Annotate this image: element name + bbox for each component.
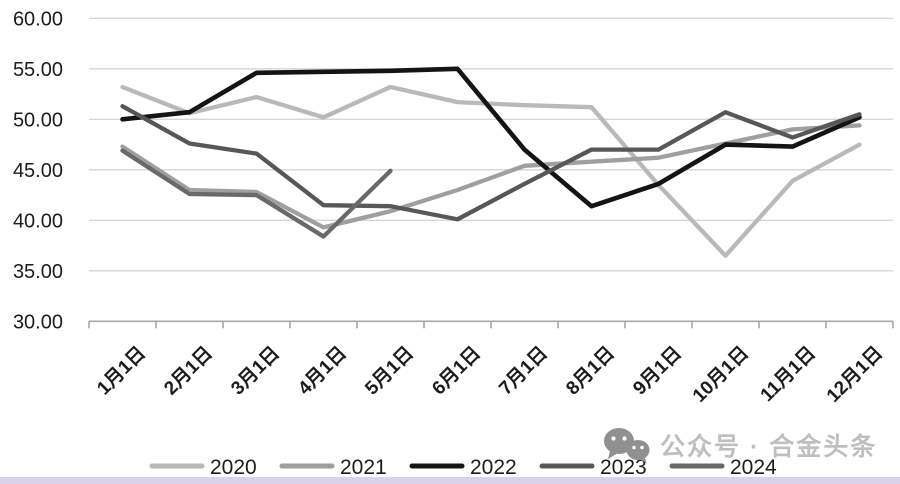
x-axis-tick-label: 9月1日 <box>629 343 686 400</box>
y-axis-tick-label: 45.00 <box>13 160 63 182</box>
x-axis-tick-label: 11月1日 <box>757 343 820 406</box>
series-line-2022 <box>120 66 862 209</box>
x-axis-tick-label: 8月1日 <box>562 343 619 400</box>
bottom-accent-bar <box>0 477 900 484</box>
x-axis-tick-label: 12月1日 <box>823 343 887 407</box>
x-axis-tick-label: 5月1日 <box>361 343 418 400</box>
x-axis-tick-label: 2月1日 <box>160 343 217 400</box>
legend-label-2020: 2020 <box>210 456 257 479</box>
x-axis-tick-label: 4月1日 <box>294 343 351 400</box>
x-axis-tick-label: 7月1日 <box>495 343 552 400</box>
legend-label-2021: 2021 <box>340 456 387 479</box>
y-axis-tick-label: 55.00 <box>13 59 63 81</box>
y-axis-tick-label: 35.00 <box>13 261 63 283</box>
y-axis-tick-label: 50.00 <box>13 109 63 131</box>
series-line-2021 <box>120 123 862 230</box>
legend-label-2023: 2023 <box>600 456 647 479</box>
x-axis-tick-label: 1月1日 <box>93 343 150 400</box>
series-line-2024 <box>120 148 393 239</box>
x-axis-tick-label: 6月1日 <box>428 343 485 400</box>
x-axis-tick-label: 3月1日 <box>227 343 284 400</box>
series-line-2023 <box>120 104 862 222</box>
y-axis-tick-label: 30.00 <box>13 311 63 333</box>
series-line-2020 <box>120 84 862 258</box>
y-axis-tick-label: 40.00 <box>13 210 63 232</box>
y-axis-tick-label: 60.00 <box>13 8 63 30</box>
legend-label-2022: 2022 <box>470 456 517 479</box>
legend-label-2024: 2024 <box>730 456 777 479</box>
x-axis-tick-label: 10月1日 <box>689 343 753 407</box>
